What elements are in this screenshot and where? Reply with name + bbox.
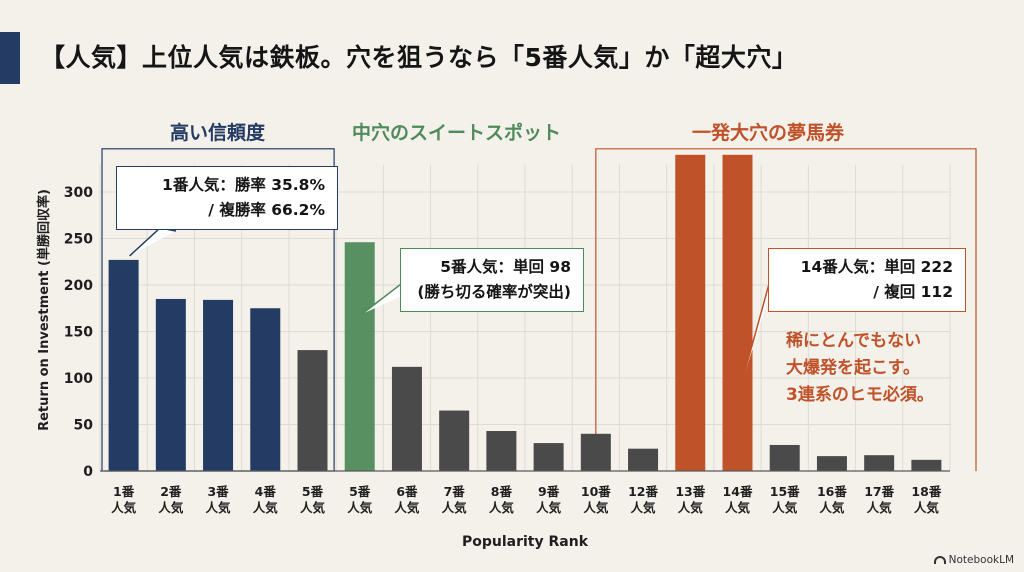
bar-7 <box>439 410 470 471</box>
x-tick-label-14-1: 人気 <box>772 500 798 515</box>
bar-0 <box>108 259 139 471</box>
zone-box-long <box>595 148 977 471</box>
x-tick-label-5-1: 人気 <box>347 500 373 515</box>
zone-label-longshot-dream: 一発大穴の夢馬券 <box>692 122 845 144</box>
bar-12 <box>675 154 706 472</box>
x-tick-label-2-0: 3番 <box>207 484 229 499</box>
x-tick-label-17-0: 18番 <box>911 484 941 499</box>
zone-label-high-reliability: 高い信頼度 <box>170 122 266 144</box>
x-tick-label-4-0: 5番 <box>302 484 324 499</box>
x-tick-label-1-1: 人気 <box>158 500 184 515</box>
x-tick-label-6-0: 6番 <box>396 484 418 499</box>
x-tick-label-16-1: 人気 <box>867 500 893 515</box>
bar-5 <box>344 242 375 471</box>
brand-watermark: NotebookLM <box>933 554 1014 566</box>
bar-6 <box>391 366 422 471</box>
x-tick-label-9-0: 9番 <box>538 484 560 499</box>
callout-rank1: 1番人気：勝率 35.8% / 複勝率 66.2% <box>116 166 338 230</box>
y-tick-labels: 0 50 100 150 200 250 300 <box>64 185 93 480</box>
page-title: 【人気】上位人気は鉄板。穴を狙うなら「5番人気」か「超大穴」 <box>40 43 798 72</box>
bar-14 <box>769 444 800 471</box>
y-tick-label-6: 300 <box>64 185 93 201</box>
x-tick-label-17-1: 人気 <box>914 500 940 515</box>
x-tick-label-13-0: 14番 <box>723 484 753 499</box>
x-tick-label-4-1: 人気 <box>300 500 326 515</box>
x-tick-label-7-0: 7番 <box>444 484 466 499</box>
x-tick-label-10-0: 10番 <box>581 484 611 499</box>
x-tick-label-3-1: 人気 <box>253 500 279 515</box>
x-tick-label-11-0: 12番 <box>628 484 658 499</box>
notebooklm-logo-icon <box>933 556 946 564</box>
y-axis-label: Return on Investment (単勝回収率) <box>36 189 52 431</box>
bar-10 <box>580 433 611 471</box>
x-tick-label-11-1: 人気 <box>631 500 657 515</box>
callout-rank1-line1: 1番人気：勝率 35.8% <box>162 176 325 194</box>
x-tick-labels: 1番人気2番人気3番人気4番人気5番人気5番人気6番人気7番人気8番人気9番人気… <box>111 484 942 515</box>
x-tick-label-8-0: 8番 <box>491 484 513 499</box>
callout-rank5-line1: 5番人気：単回 98 <box>440 258 571 276</box>
callout-rank1-line2: / 複勝率 66.2% <box>208 201 325 219</box>
zone-label-mid-sweet-spot: 中穴のスイートスポット <box>352 122 562 144</box>
x-tick-label-5-0: 5番 <box>349 484 371 499</box>
bar-8 <box>486 431 517 471</box>
y-tick-label-1: 50 <box>74 418 94 434</box>
bar-4 <box>297 350 328 471</box>
title-accent-bar <box>0 32 20 84</box>
x-tick-label-0-1: 人気 <box>111 500 137 515</box>
x-tick-label-10-1: 人気 <box>583 500 609 515</box>
callout-rank14: 14番人気：単回 222 / 複回 112 <box>768 248 966 312</box>
y-tick-label-2: 100 <box>64 371 93 387</box>
y-tick-label-0: 0 <box>83 464 93 480</box>
x-tick-label-1-0: 2番 <box>160 484 182 499</box>
x-tick-label-15-1: 人気 <box>819 500 845 515</box>
bar-15 <box>816 456 847 471</box>
x-tick-label-15-0: 16番 <box>817 484 847 499</box>
x-axis-label: Popularity Rank <box>462 534 589 550</box>
y-tick-label-3: 150 <box>64 325 93 341</box>
chart-bars <box>108 154 942 472</box>
x-tick-label-12-1: 人気 <box>678 500 704 515</box>
x-tick-label-16-0: 17番 <box>864 484 894 499</box>
x-tick-label-2-1: 人気 <box>206 500 232 515</box>
bar-13 <box>722 154 753 472</box>
callout-rank5: 5番人気：単回 98 (勝ち切る確率が突出) <box>400 248 584 312</box>
x-tick-label-9-1: 人気 <box>536 500 562 515</box>
x-tick-label-0-0: 1番 <box>113 484 135 499</box>
longshot-note: 稀にとんでもない 大爆発を起こす。 3連系のヒモ必須。 <box>786 331 934 405</box>
x-tick-label-6-1: 人気 <box>394 500 420 515</box>
bar-11 <box>628 448 659 471</box>
callout-rank1-pointer <box>129 227 177 257</box>
bar-16 <box>864 455 895 471</box>
x-tick-label-8-1: 人気 <box>489 500 515 515</box>
bar-17 <box>911 459 942 471</box>
x-tick-label-14-0: 15番 <box>770 484 800 499</box>
callout-rank14-line2: / 複回 112 <box>873 283 953 301</box>
y-tick-label-5: 250 <box>64 232 93 248</box>
bar-1 <box>155 298 186 471</box>
x-tick-label-12-0: 13番 <box>675 484 705 499</box>
callout-rank14-line1: 14番人気：単回 222 <box>800 258 953 276</box>
bar-9 <box>533 443 564 471</box>
bar-2 <box>203 299 234 471</box>
brand-name: NotebookLM <box>948 554 1014 566</box>
x-tick-label-7-1: 人気 <box>442 500 468 515</box>
x-tick-label-13-1: 人気 <box>725 500 751 515</box>
callout-rank5-line2: (勝ち切る確率が突出) <box>417 283 571 301</box>
y-tick-label-4: 200 <box>64 278 93 294</box>
x-tick-label-3-0: 4番 <box>255 484 277 499</box>
bar-3 <box>250 308 281 471</box>
